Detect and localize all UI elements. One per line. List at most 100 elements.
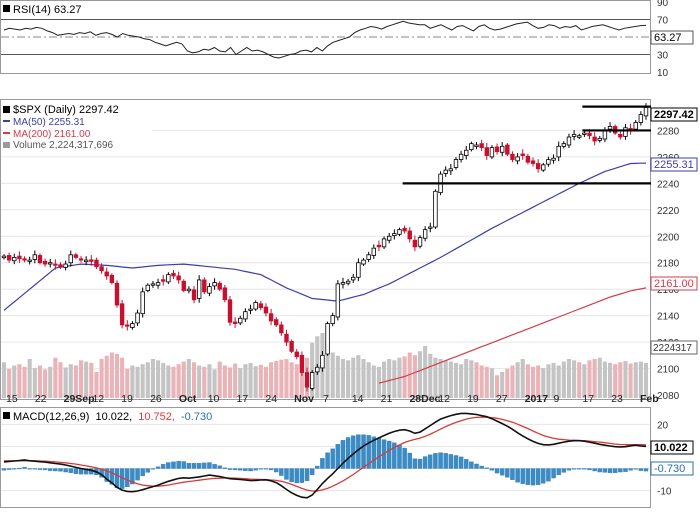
macd-histogram-bar	[541, 468, 546, 484]
price-tick-label: 2160	[657, 285, 680, 296]
macd-histogram-value-box	[650, 461, 694, 476]
macd-histogram-bar	[217, 465, 222, 469]
rsi-tick-label: 30	[657, 51, 669, 62]
candle-body	[458, 153, 464, 160]
macd-histogram-value-label: -0.730	[654, 463, 685, 475]
volume-bar	[371, 365, 376, 398]
volume-bar	[556, 365, 561, 398]
ma50-line	[3, 162, 647, 311]
macd-histogram-bar	[171, 461, 176, 469]
candle-body	[571, 133, 577, 137]
volume-bar	[356, 355, 361, 398]
macd-histogram-bar	[571, 468, 577, 470]
macd-histogram-bar	[104, 468, 109, 482]
rsi-gridlines	[1, 19, 650, 55]
rsi-panel: 9070503010 63.27 RSI(14) 63.27	[0, 0, 694, 79]
candle-body	[27, 259, 32, 262]
date-axis-label: 17	[237, 393, 249, 405]
volume-bar	[176, 364, 181, 398]
volume-bar	[130, 365, 135, 398]
volume-bar	[43, 369, 48, 398]
macd-histogram-bar	[299, 468, 305, 483]
candle-body	[633, 122, 638, 130]
macd-histogram-bar	[417, 458, 423, 469]
volume-bar	[325, 346, 330, 398]
volume-bar	[32, 368, 37, 398]
volume-bar	[212, 369, 217, 398]
volume-bar	[22, 366, 27, 398]
candle-body	[535, 163, 541, 170]
macd-title-histogram-value: -0.730	[181, 411, 212, 423]
macd-histogram-bar	[407, 452, 412, 469]
macd-histogram-bar	[489, 468, 495, 471]
volume-bar	[171, 366, 176, 398]
macd-histogram-bar	[248, 468, 253, 472]
candle-body	[304, 372, 310, 388]
macd-histogram-bar	[330, 448, 335, 469]
rsi-tick-label: 10	[657, 68, 669, 79]
volume-bar	[638, 361, 643, 398]
macd-histogram-bar	[515, 468, 520, 483]
volume-bar	[366, 362, 371, 398]
date-axis-label: 29Sep	[64, 393, 95, 405]
volume-bar	[99, 359, 104, 398]
macd-histogram-bar	[345, 437, 351, 469]
volume-bar	[623, 360, 628, 398]
volume-bar	[233, 363, 238, 398]
candle-body	[376, 244, 382, 248]
candle-body	[48, 262, 53, 265]
macd-histogram-bar	[602, 468, 608, 473]
macd-title-main: MACD(12,26,9)	[13, 411, 89, 423]
macd-histogram-bar	[304, 468, 310, 482]
candle-body	[114, 282, 120, 306]
volume-bar	[161, 362, 166, 398]
rsi-line-series	[3, 20, 647, 59]
candle-body	[484, 147, 489, 156]
volume-bar	[186, 359, 191, 398]
candle-body	[443, 169, 448, 174]
macd-histogram-bar	[48, 468, 53, 471]
volume-bar	[587, 360, 592, 398]
candle-body	[119, 303, 125, 326]
ma200-legend-label: MA(200) 2161.00	[13, 129, 91, 140]
date-axis-label: 27	[496, 393, 508, 405]
volume-bar	[613, 364, 618, 398]
volume-bar	[17, 364, 22, 398]
volume-bar	[227, 367, 233, 398]
volume-bar	[181, 361, 186, 398]
candle-body	[530, 160, 536, 164]
volume-bar	[402, 356, 407, 398]
macd-histogram-bar	[294, 468, 299, 484]
date-axis-label: 26	[150, 393, 162, 405]
macd-histogram-bar	[73, 468, 79, 474]
macd-histogram-bar	[479, 465, 484, 469]
volume-bar	[166, 365, 171, 398]
candle-body	[366, 254, 371, 260]
macd-histogram-bar	[253, 468, 258, 471]
candle-body	[618, 133, 623, 138]
candle-body	[561, 143, 567, 147]
volume-bar	[109, 352, 114, 398]
macd-histogram-bar	[607, 468, 613, 473]
volume-bar	[643, 362, 649, 398]
volume-bar	[48, 366, 53, 398]
macd-title-signal-value: 10.752,	[138, 411, 175, 423]
macd-histogram-bar	[638, 468, 644, 471]
volume-bar	[464, 359, 469, 398]
volume-bar	[145, 362, 150, 398]
date-axis-label: 23	[611, 393, 623, 405]
volume-bar	[459, 364, 464, 398]
volume-bar	[443, 360, 448, 398]
macd-histogram-bar	[166, 462, 171, 469]
volume-legend-label: Volume 2,224,317,696	[13, 140, 114, 151]
rsi-line	[3, 20, 647, 59]
volume-bar	[289, 362, 294, 398]
candle-body	[258, 303, 263, 309]
candle-body	[1, 255, 7, 259]
volume-value-box	[650, 340, 698, 355]
macd-histogram-bar	[274, 468, 279, 473]
candle-body	[83, 259, 89, 263]
macd-histogram-bar	[505, 468, 510, 478]
volume-bar	[27, 359, 32, 398]
